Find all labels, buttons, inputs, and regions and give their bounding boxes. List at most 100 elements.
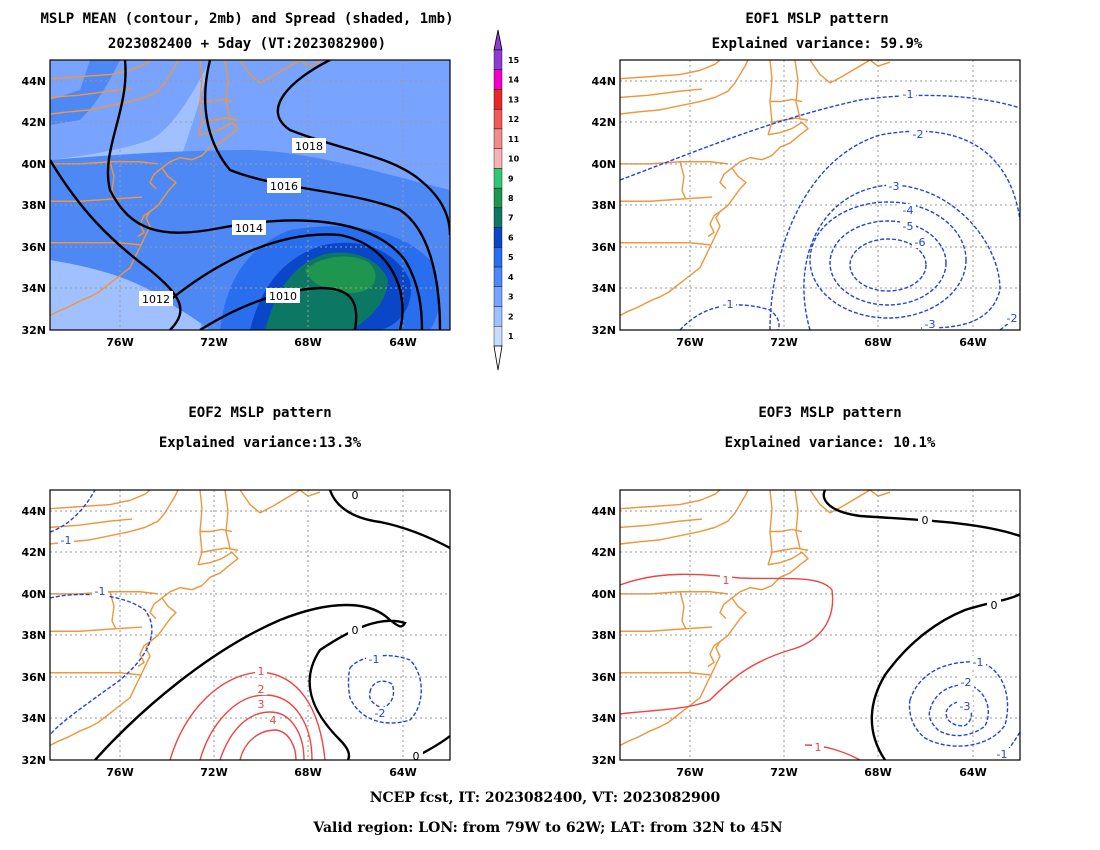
lon-tick-label: 72W bbox=[770, 336, 797, 349]
eof2-label-3: 3 bbox=[258, 698, 265, 711]
panel-eof1-title: EOF1 MSLP pattern bbox=[745, 11, 888, 27]
colorbar-bottom-arrow bbox=[493, 345, 503, 371]
contour-label-1018: 1018 bbox=[295, 140, 323, 153]
colorbar-label: 4 bbox=[508, 273, 514, 282]
spread-shade-3-nw bbox=[50, 60, 90, 100]
eof3-label-1-south: 1 bbox=[815, 741, 822, 754]
colorbar-swatch bbox=[493, 148, 503, 169]
eof3-contour-1-south bbox=[804, 744, 861, 760]
lat-tick-label: 38N bbox=[21, 199, 46, 212]
lon-tick-label: 68W bbox=[864, 766, 891, 779]
eof2-contour-0-center bbox=[94, 603, 407, 760]
colorbar-swatch bbox=[493, 49, 503, 70]
panel-eof2-subtitle: Explained variance:13.3% bbox=[159, 435, 362, 451]
lat-tick-label: 42N bbox=[21, 116, 46, 129]
panel-mean: MSLP MEAN (contour, 2mb) and Spread (sha… bbox=[21, 11, 453, 349]
colorbar-swatch bbox=[493, 266, 503, 288]
colorbar-label: 10 bbox=[508, 155, 520, 164]
eof3-label-0-north: 0 bbox=[922, 514, 929, 527]
lat-tick-label: 44N bbox=[591, 505, 616, 518]
contour-1018 bbox=[276, 60, 450, 236]
colorbar-label: 12 bbox=[508, 115, 519, 124]
colorbar-label: 8 bbox=[508, 194, 514, 203]
lat-tick-label: 36N bbox=[21, 241, 46, 254]
lat-tick-label: 34N bbox=[21, 282, 46, 295]
colorbar-label: 6 bbox=[508, 233, 514, 242]
eof2-label-4: 4 bbox=[270, 714, 277, 727]
grid bbox=[50, 60, 450, 330]
contour-label-box bbox=[139, 291, 173, 306]
lat-tick-label: 44N bbox=[21, 75, 46, 88]
eof1-label--4: -4 bbox=[903, 204, 914, 217]
colorbar-swatch bbox=[493, 306, 503, 327]
panel-eof2-map: 0 0 0 -1 -1 -1 -2 1 2 3 4 bbox=[50, 489, 450, 760]
contour-1010 bbox=[199, 286, 358, 330]
lat-tick-label: 36N bbox=[591, 671, 616, 684]
eof3-contour--2 bbox=[928, 684, 989, 737]
colorbar-swatch bbox=[493, 89, 503, 110]
eof1-label--6: -6 bbox=[915, 236, 926, 249]
lon-tick-label: 64W bbox=[959, 336, 986, 349]
lat-tick-label: 34N bbox=[591, 712, 616, 725]
eof3-label--1-se: -1 bbox=[997, 748, 1008, 761]
eof1-label--5: -5 bbox=[903, 220, 914, 233]
colorbar-swatch bbox=[493, 168, 503, 189]
footer-valid-region: Valid region: LON: from 79W to 62W; LAT:… bbox=[312, 820, 782, 836]
eof2-contour--1-east bbox=[347, 654, 422, 724]
lon-tick-label: 72W bbox=[770, 766, 797, 779]
lat-tick-label: 40N bbox=[591, 588, 616, 601]
colorbar-swatch bbox=[493, 286, 503, 307]
map-frame bbox=[619, 59, 1021, 331]
lat-tick-label: 38N bbox=[591, 199, 616, 212]
eof1-label--1-south: -1 bbox=[723, 298, 734, 311]
colorbar-label: 2 bbox=[508, 312, 514, 321]
eof2-contour-3 bbox=[219, 711, 305, 760]
eof3-label-1-north: 1 bbox=[723, 574, 730, 587]
colorbar-label: 1 bbox=[508, 332, 514, 341]
eof3-contour-1-main bbox=[620, 573, 834, 715]
spread-shade-8 bbox=[305, 256, 376, 294]
map-frame bbox=[619, 489, 1021, 761]
colorbar-swatch bbox=[493, 187, 503, 209]
panel-eof1: EOF1 MSLP pattern Explained variance: 59… bbox=[591, 11, 1021, 349]
contour-label-box bbox=[292, 138, 326, 153]
eof1-label--3-south: -3 bbox=[925, 318, 936, 331]
lon-tick-label: 76W bbox=[676, 336, 703, 349]
eof1-contour--5 bbox=[829, 220, 947, 306]
colorbar-swatch bbox=[493, 207, 503, 228]
eof1-contour--3 bbox=[803, 184, 1001, 330]
colorbar-swatch bbox=[493, 326, 503, 347]
footer-forecast-info: NCEP fcst, IT: 2023082400, VT: 202308290… bbox=[370, 790, 721, 806]
lon-tick-label: 68W bbox=[294, 336, 321, 349]
eof1-contour--2 bbox=[769, 130, 1020, 330]
eof2-label-0-north: 0 bbox=[352, 489, 359, 502]
lon-tick-label: 76W bbox=[676, 766, 703, 779]
colorbar-label: 5 bbox=[508, 253, 514, 262]
lat-tick-label: 40N bbox=[21, 588, 46, 601]
colorbar-label: 11 bbox=[508, 135, 520, 144]
eof1-contour--4 bbox=[809, 201, 967, 319]
eof2-label--1-east: -1 bbox=[369, 653, 380, 666]
eof3-contour--1 bbox=[908, 661, 1009, 747]
eof2-label-0-center: 0 bbox=[352, 624, 359, 637]
contour-label-box bbox=[232, 220, 266, 235]
contour-label-1014: 1014 bbox=[235, 222, 263, 235]
panel-eof2-title: EOF2 MSLP pattern bbox=[188, 405, 331, 421]
eof2-label--2: -2 bbox=[375, 707, 386, 720]
lon-tick-label: 68W bbox=[294, 766, 321, 779]
lon-tick-label: 72W bbox=[200, 336, 227, 349]
eof3-label--2: -2 bbox=[961, 676, 972, 689]
lat-tick-label: 44N bbox=[21, 505, 46, 518]
colorbar-swatch bbox=[493, 69, 503, 90]
lon-tick-label: 76W bbox=[106, 766, 133, 779]
colorbar-label: 15 bbox=[508, 56, 520, 65]
lat-tick-label: 34N bbox=[591, 282, 616, 295]
spread-colorbar: 15 14 13 12 11 10 9 8 7 6 5 4 3 2 1 bbox=[493, 29, 520, 371]
eof3-contour--3 bbox=[945, 701, 973, 727]
eof1-contour--1-north bbox=[620, 94, 1020, 181]
eof1-contour--1-south bbox=[679, 304, 780, 330]
colorbar-swatch bbox=[493, 247, 503, 268]
eof3-label--3: -3 bbox=[960, 700, 971, 713]
eof3-label-0-east: 0 bbox=[991, 599, 998, 612]
